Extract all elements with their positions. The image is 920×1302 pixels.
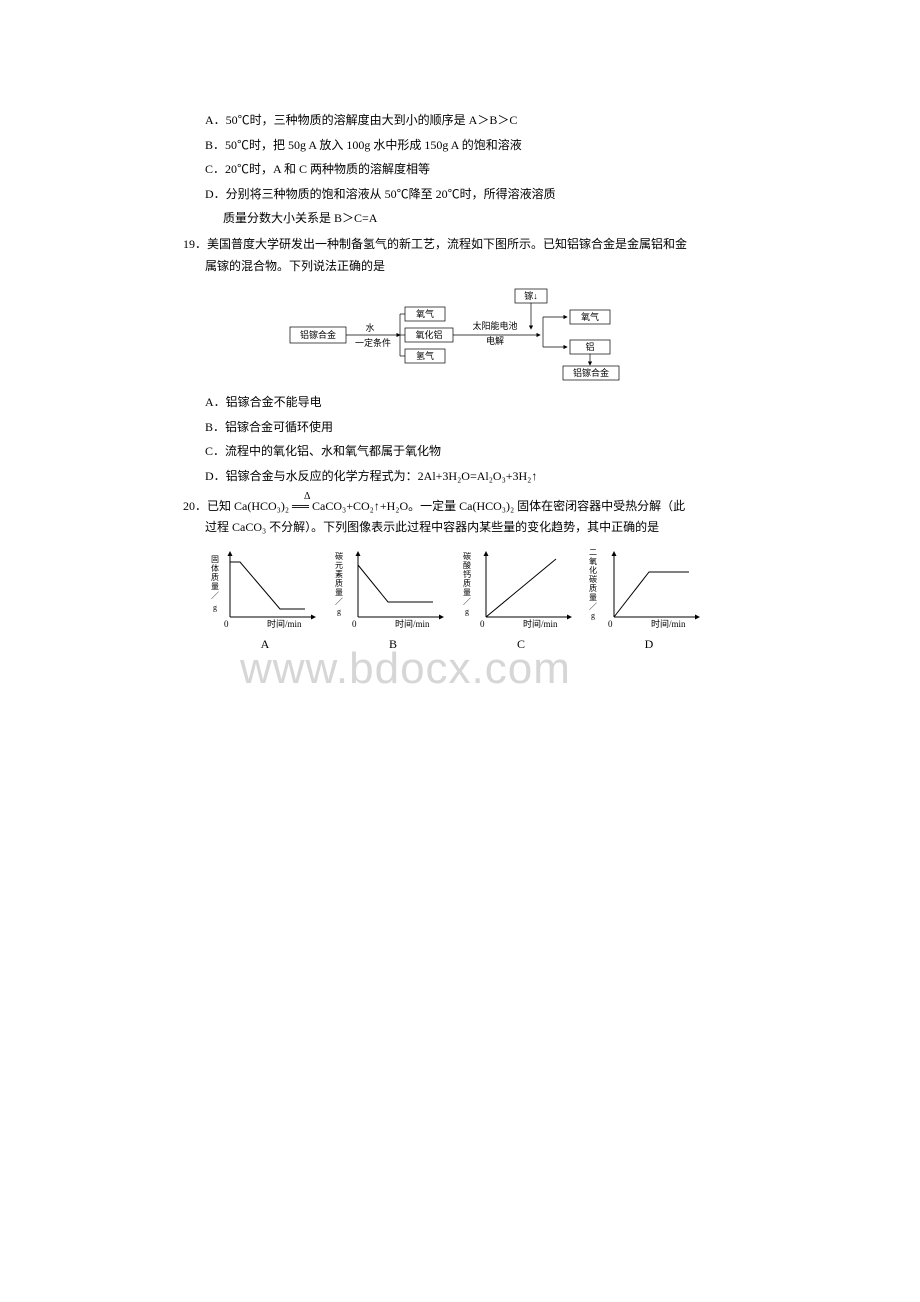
svg-text:质: 质: [589, 583, 597, 593]
q18-option-d-line1: D．分别将三种物质的饱和溶液从 50℃降至 20℃时，所得溶液溶质: [205, 184, 765, 206]
q19-stem-line2: 属镓的混合物。下列说法正确的是: [205, 256, 765, 278]
fc-o2-right: 氧气: [581, 311, 599, 322]
svg-text:质: 质: [463, 578, 471, 588]
svg-text:0: 0: [480, 619, 485, 629]
chart-c: 碳 酸 钙 质 量 ／ g 0 时间/min: [461, 547, 581, 632]
fc-al2o3: 氧化铝: [415, 329, 442, 340]
svg-text:／: ／: [589, 602, 597, 611]
svg-text:元: 元: [335, 561, 343, 570]
svg-text:0: 0: [608, 619, 613, 629]
svg-text:量: 量: [211, 582, 219, 591]
q18-option-d-line2: 质量分数大小关系是 B＞C=A: [205, 208, 765, 230]
q19-stem-line1: 19．美国普度大学研发出一种制备氢气的新工艺，流程如下图所示。已知铝镓合金是金属…: [183, 234, 765, 256]
q18-option-b: B．50℃时，把 50g A 放入 100g 水中形成 150g A 的饱和溶液: [205, 135, 765, 157]
svg-text:化: 化: [589, 565, 597, 575]
svg-text:时间/min: 时间/min: [651, 618, 686, 629]
svg-text:质: 质: [211, 572, 219, 582]
q19: 19．美国普度大学研发出一种制备氢气的新工艺，流程如下图所示。已知铝镓合金是金属…: [205, 234, 765, 488]
svg-text:g: g: [465, 607, 469, 616]
svg-text:g: g: [213, 603, 217, 612]
svg-text:g: g: [337, 607, 341, 616]
label-b: B: [333, 634, 453, 656]
fc-solar: 太阳能电池: [472, 320, 517, 331]
fc-water: 水: [365, 322, 374, 333]
fc-cond: 一定条件: [355, 337, 391, 348]
chart-a: 固 体 质 量 ／ g 0 时间/min: [205, 547, 325, 632]
svg-text:碳: 碳: [463, 551, 471, 561]
page-content: A．50℃时，三种物质的溶解度由大到小的顺序是 A＞B＞C B．50℃时，把 5…: [205, 110, 765, 655]
label-a: A: [205, 634, 325, 656]
svg-text:时间/min: 时间/min: [395, 618, 430, 629]
label-c: C: [461, 634, 581, 656]
svg-text:量: 量: [463, 588, 471, 597]
svg-text:量: 量: [589, 593, 597, 602]
q18-option-c: C．20℃时，A 和 C 两种物质的溶解度相等: [205, 159, 765, 181]
fc-al-right: 铝: [585, 341, 594, 352]
fc-o2: 氧气: [416, 308, 434, 319]
svg-text:钙: 钙: [463, 569, 471, 579]
svg-text:量: 量: [335, 588, 343, 597]
label-d: D: [589, 634, 709, 656]
svg-text:时间/min: 时间/min: [523, 618, 558, 629]
q19-option-d: D．铝镓合金与水反应的化学方程式为：2Al+3H₂O=Al₂O₃+3H₂↑: [205, 466, 765, 488]
q20-chart-labels: A B C D: [205, 634, 765, 656]
q20-charts: 固 体 质 量 ／ g 0 时间/min 碳 元: [205, 547, 765, 632]
fc-h2: 氢气: [416, 350, 434, 361]
svg-text:碳: 碳: [589, 574, 597, 584]
chart-d: 二 氧 化 碳 质 量 ／ g 0 时间/min: [589, 547, 709, 632]
q19-option-b: B．铝镓合金可循环使用: [205, 417, 765, 439]
svg-text:二: 二: [589, 548, 597, 557]
svg-text:体: 体: [211, 563, 219, 573]
svg-text:素: 素: [335, 569, 343, 579]
q20: Δ 20．已知 Ca(HCO₃)₂ ══ CaCO₃+CO₂↑+H₂O。一定量 …: [205, 496, 765, 656]
svg-text:／: ／: [463, 597, 471, 606]
q20-stem-line2: 过程 CaCO₃ 不分解）。下列图像表示此过程中容器内某些量的变化趋势，其中正确…: [205, 517, 765, 539]
chart-a-ylabel: 固: [211, 555, 219, 564]
svg-text:碳: 碳: [335, 551, 343, 561]
chart-a-xlabel: 时间/min: [267, 618, 302, 629]
svg-text:氧: 氧: [589, 556, 597, 566]
svg-text:／: ／: [211, 591, 219, 600]
q19-option-c: C．流程中的氧化铝、水和氧气都属于氧化物: [205, 441, 765, 463]
q20-stem-line1: 20．已知 Ca(HCO₃)₂ ══ CaCO₃+CO₂↑+H₂O。一定量 Ca…: [183, 499, 685, 513]
svg-text:／: ／: [335, 597, 343, 606]
fc-ga: 镓↓: [524, 290, 538, 301]
svg-text:0: 0: [352, 619, 357, 629]
svg-text:0: 0: [224, 619, 229, 629]
chart-b: 碳 元 素 质 量 ／ g 0 时间/min: [333, 547, 453, 632]
fc-alloy2: 铝镓合金: [573, 367, 609, 378]
q19-option-a: A．铝镓合金不能导电: [205, 392, 765, 414]
svg-text:质: 质: [335, 578, 343, 588]
q18-option-a: A．50℃时，三种物质的溶解度由大到小的顺序是 A＞B＞C: [205, 110, 765, 132]
svg-text:酸: 酸: [463, 560, 471, 570]
q19-flowchart: 铝镓合金 水 一定条件 氧气 氧化铝 氢气 太阳能电池: [285, 287, 685, 382]
fc-alga: 铝镓合金: [300, 329, 336, 340]
q20-delta: Δ: [304, 488, 310, 506]
svg-text:g: g: [591, 611, 595, 620]
fc-elec: 电解: [486, 335, 504, 346]
